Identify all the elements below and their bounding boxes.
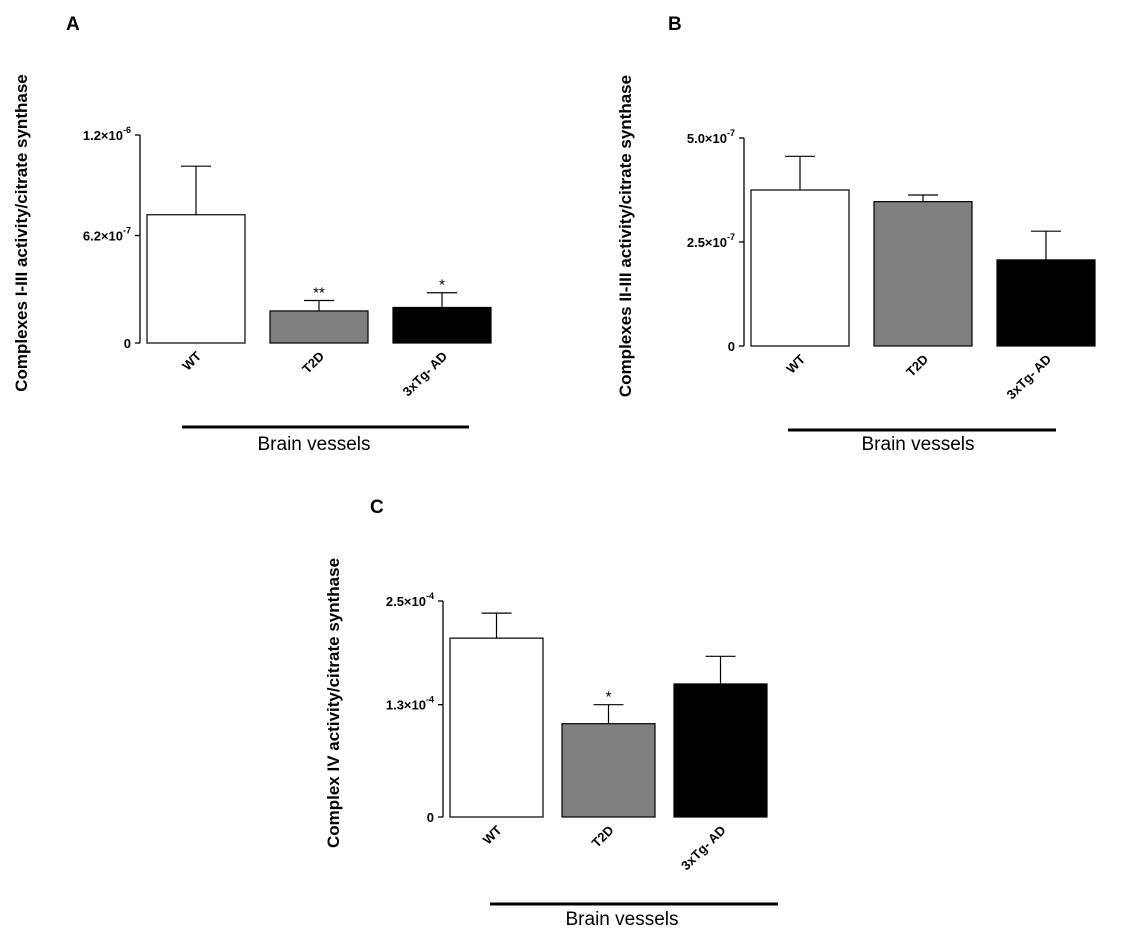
y-tick-mantissa: 2.5×10 xyxy=(687,235,727,250)
x-category-label: 3xTg- AD xyxy=(1004,352,1055,403)
x-category-label: T2D xyxy=(299,349,327,377)
y-tick-mantissa: 0 xyxy=(728,339,735,354)
y-axis-label: Complexes II-III activity/citrate syntha… xyxy=(616,75,635,397)
x-category-label: T2D xyxy=(903,352,931,380)
y-tick-mantissa: 5.0×10 xyxy=(687,131,727,146)
y-axis-label: Complex IV activity/citrate synthase xyxy=(324,558,343,848)
bar-0 xyxy=(750,189,850,347)
x-category-label: WT xyxy=(480,822,505,847)
y-tick-label: 6.2×10-7 xyxy=(83,226,131,244)
bar-2 xyxy=(673,683,768,818)
panel-letter: A xyxy=(66,14,80,35)
y-tick-mantissa: 2.5×10 xyxy=(386,594,426,609)
y-tick-exponent: -4 xyxy=(426,591,434,601)
y-tick-label: 0 xyxy=(427,810,434,825)
y-tick-label: 0 xyxy=(124,336,131,351)
y-tick-exponent: -7 xyxy=(123,226,131,236)
y-tick-exponent: -4 xyxy=(426,695,434,705)
bar-1 xyxy=(561,723,656,818)
y-tick-exponent: -7 xyxy=(727,232,735,242)
y-tick-label: 5.0×10-7 xyxy=(687,128,735,146)
bar-0 xyxy=(449,637,544,818)
significance-marker: * xyxy=(439,277,445,294)
group-label: Brain vessels xyxy=(258,434,371,455)
y-tick-mantissa: 6.2×10 xyxy=(83,229,123,244)
x-category-label: 3xTg- AD xyxy=(678,823,729,874)
group-label: Brain vessels xyxy=(566,909,679,930)
significance-marker: * xyxy=(606,689,612,706)
y-tick-label: 0 xyxy=(728,339,735,354)
x-category-label: 3xTg- AD xyxy=(400,349,451,400)
x-category-label: WT xyxy=(179,348,204,373)
x-category-label: WT xyxy=(783,351,808,376)
y-tick-mantissa: 0 xyxy=(124,336,131,351)
group-label: Brain vessels xyxy=(862,434,975,455)
panel-letter: C xyxy=(370,497,384,518)
y-tick-exponent: -6 xyxy=(123,125,131,135)
y-tick-exponent: -7 xyxy=(727,128,735,138)
x-category-label: T2D xyxy=(589,823,617,851)
y-axis-label: Complexes I-III activity/citrate synthas… xyxy=(12,74,31,391)
y-tick-mantissa: 0 xyxy=(427,810,434,825)
y-tick-label: 2.5×10-7 xyxy=(687,232,735,250)
y-tick-mantissa: 1.3×10 xyxy=(386,698,426,713)
bar-1 xyxy=(269,310,369,344)
bar-0 xyxy=(146,214,246,344)
bar-2 xyxy=(392,306,492,344)
y-tick-label: 2.5×10-4 xyxy=(386,591,434,609)
significance-marker: ** xyxy=(313,285,325,302)
y-tick-label: 1.2×10-6 xyxy=(83,125,131,143)
bar-2 xyxy=(996,259,1096,347)
panel-letter: B xyxy=(668,14,682,35)
y-tick-label: 1.3×10-4 xyxy=(386,695,434,713)
bar-1 xyxy=(873,201,973,347)
y-tick-mantissa: 1.2×10 xyxy=(83,128,123,143)
